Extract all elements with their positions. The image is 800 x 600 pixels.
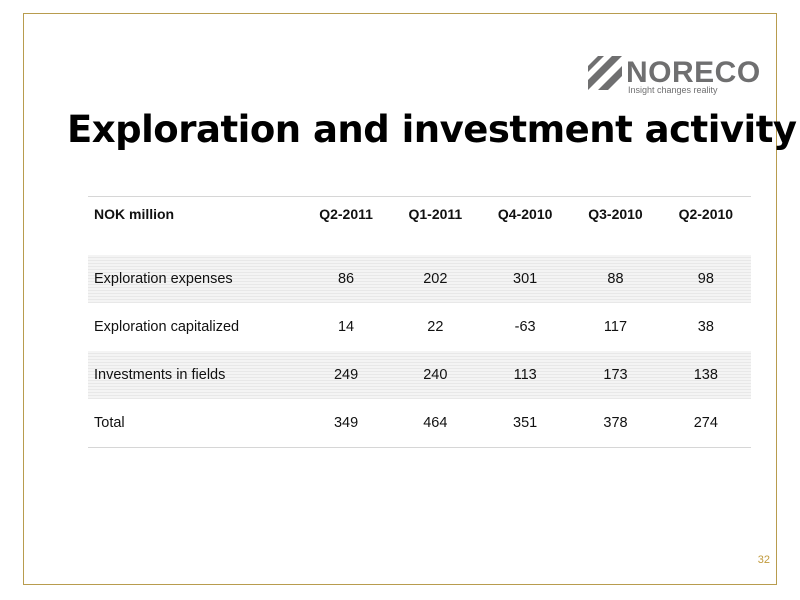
noreco-logo: NORECO Insight changes reality: [588, 56, 760, 98]
table-header-row: NOK million Q2-2011 Q1-2011 Q4-2010 Q3-2…: [88, 196, 751, 231]
column-header: Q2-2010: [660, 196, 751, 231]
table-cell: 464: [390, 399, 480, 448]
table-cell: 86: [301, 255, 391, 303]
page-number: 32: [757, 554, 770, 566]
column-header: Q4-2010: [479, 196, 571, 231]
logo-tagline: Insight changes reality: [628, 85, 718, 95]
row-label: Exploration expenses: [88, 255, 302, 303]
table-cell: 202: [390, 255, 480, 303]
table-cell: 38: [697, 319, 714, 335]
column-header: NOK million: [88, 196, 302, 231]
table-row: Exploration capitalized 14 22 -63 117 38: [88, 303, 751, 351]
table-cell: 240: [390, 351, 480, 399]
row-label: Exploration capitalized: [94, 319, 240, 335]
table-cell: 113: [479, 351, 571, 399]
activity-table: NOK million Q2-2011 Q1-2011 Q4-2010 Q3-2…: [88, 196, 751, 448]
table-cell: 349: [301, 399, 391, 448]
table-cell: 117: [603, 319, 628, 335]
table-cell: 22: [427, 319, 444, 335]
row-label: Investments in fields: [88, 351, 302, 399]
slide-frame: [23, 13, 777, 585]
row-label: Total: [88, 399, 302, 448]
logo-brand-text: NORECO: [626, 56, 761, 89]
column-header: Q3-2010: [570, 196, 661, 231]
table-cell: 301: [479, 255, 571, 303]
table-cell: 173: [570, 351, 661, 399]
table-cell: 249: [301, 351, 391, 399]
table-cell: 98: [660, 255, 751, 303]
table-row: Investments in fields 249 240 113 173 13…: [88, 351, 751, 399]
table-cell: 88: [570, 255, 661, 303]
table-cell: 378: [570, 399, 661, 448]
page-title: Exploration and investment activity: [67, 108, 797, 151]
table-row: Total 349 464 351 378 274: [88, 399, 751, 448]
table-cell: 138: [660, 351, 751, 399]
table-row: Exploration expenses 86 202 301 88 98: [88, 255, 751, 303]
table-cell: 274: [660, 399, 751, 448]
column-header: Q1-2011: [390, 196, 480, 231]
column-header: Q2-2011: [301, 196, 391, 231]
table-cell: 14: [337, 319, 355, 335]
table-cell: -63: [514, 319, 536, 335]
noreco-logo-icon: [588, 56, 622, 90]
table-spacer: [88, 231, 751, 255]
table-cell: 351: [479, 399, 571, 448]
